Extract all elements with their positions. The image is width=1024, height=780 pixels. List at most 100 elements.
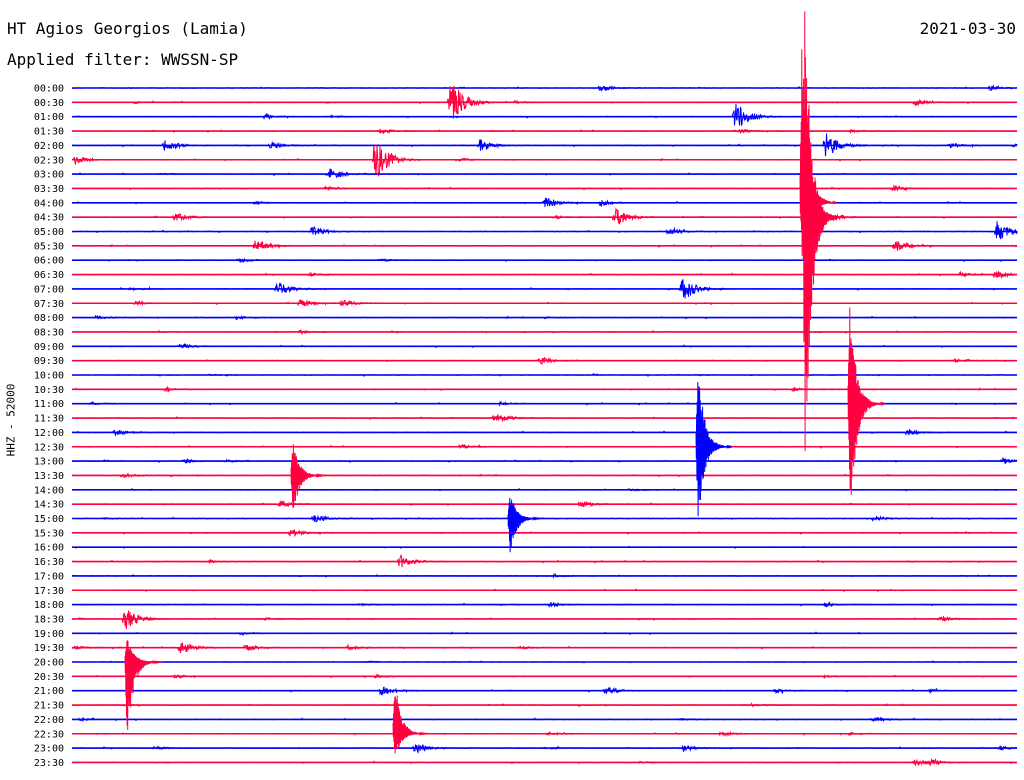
time-tick-label: 07:00 <box>34 284 64 295</box>
seismic-trace <box>71 133 1018 157</box>
large-event-core <box>291 465 307 485</box>
large-seismic-event <box>124 640 162 731</box>
seismic-trace <box>71 84 1018 92</box>
filter-label: Applied filter: WWSSN-SP <box>7 50 239 69</box>
time-tick-label: 06:00 <box>34 256 64 267</box>
time-tick-label: 00:00 <box>34 84 64 95</box>
time-tick-label: 02:00 <box>34 141 64 152</box>
seismic-trace <box>71 757 1018 767</box>
large-seismic-event <box>799 49 837 256</box>
time-tick-label: 21:30 <box>34 701 64 712</box>
large-seismic-event <box>802 11 840 452</box>
time-tick-label: 10:30 <box>34 385 64 396</box>
time-tick-label: 01:30 <box>34 127 64 138</box>
large-event-core <box>696 437 712 457</box>
time-tick-label: 08:30 <box>34 327 64 338</box>
large-seismic-event <box>507 497 544 553</box>
seismic-trace <box>71 472 1018 479</box>
time-tick-label: 05:00 <box>34 227 64 238</box>
time-tick-label: 16:00 <box>34 543 64 554</box>
seismic-trace <box>71 207 1018 225</box>
seismic-trace <box>71 184 1018 192</box>
seismic-trace <box>71 731 1018 737</box>
time-tick-label: 17:30 <box>34 586 64 597</box>
time-tick-label: 18:00 <box>34 600 64 611</box>
seismic-trace <box>71 356 1018 366</box>
seismic-trace <box>71 279 1018 299</box>
seismic-trace <box>71 572 1018 579</box>
seismic-trace <box>71 744 1018 754</box>
trace-baselines <box>72 87 1017 764</box>
seismic-trace <box>71 342 1018 349</box>
seismic-trace <box>71 601 1018 608</box>
time-tick-label: 11:30 <box>34 414 64 425</box>
time-tick-label: 12:00 <box>34 428 64 439</box>
time-tick-label: 07:30 <box>34 299 64 310</box>
time-tick-label: 02:30 <box>34 155 64 166</box>
seismic-trace <box>71 168 1018 179</box>
time-tick-label: 18:30 <box>34 614 64 625</box>
time-tick-label: 22:30 <box>34 729 64 740</box>
seismic-trace <box>71 514 1018 523</box>
seismic-trace <box>71 631 1018 636</box>
seismic-trace <box>71 414 1018 423</box>
large-event-core <box>848 394 864 414</box>
large-seismic-event <box>290 444 328 509</box>
time-tick-label: 00:30 <box>34 98 64 109</box>
time-tick-label: 17:00 <box>34 571 64 582</box>
seismic-trace <box>71 314 1018 321</box>
time-tick-label: 09:00 <box>34 342 64 353</box>
time-tick-label: 06:30 <box>34 270 64 281</box>
time-tick-label: 01:00 <box>34 112 64 123</box>
time-tick-label: 03:30 <box>34 184 64 195</box>
time-tick-label: 15:00 <box>34 514 64 525</box>
time-tick-label: 23:30 <box>34 758 64 769</box>
large-event-core <box>508 510 524 528</box>
time-tick-label: 12:30 <box>34 442 64 453</box>
seismic-trace <box>71 443 1018 449</box>
seismic-trace <box>71 702 1018 708</box>
seismic-trace <box>71 85 1018 119</box>
time-tick-label: 09:30 <box>34 356 64 367</box>
seismic-trace <box>71 429 1018 437</box>
time-tick-label: 14:30 <box>34 500 64 511</box>
time-tick-label: 04:00 <box>34 198 64 209</box>
time-tick-label: 16:30 <box>34 557 64 568</box>
time-tick-label: 19:30 <box>34 643 64 654</box>
seismic-trace <box>71 528 1018 538</box>
time-tick-label: 20:30 <box>34 672 64 683</box>
time-tick-label: 21:00 <box>34 686 64 697</box>
seismic-trace <box>71 328 1018 335</box>
time-tick-label: 04:30 <box>34 213 64 224</box>
seismic-trace <box>71 257 1018 264</box>
seismic-trace <box>71 128 1018 135</box>
time-tick-labels: 00:00 00:30 01:00 01:30 02:00 02:30 03:00 03:30… <box>34 84 64 769</box>
time-tick-label: 05:30 <box>34 241 64 252</box>
seismic-trace <box>71 588 1018 593</box>
station-title: HT Agios Georgios (Lamia) <box>7 19 248 38</box>
seismic-trace <box>71 545 1018 550</box>
seismic-trace <box>71 456 1018 464</box>
time-tick-label: 10:00 <box>34 371 64 382</box>
seismic-trace <box>71 270 1018 279</box>
seismic-trace <box>71 686 1018 696</box>
time-tick-label: 13:30 <box>34 471 64 482</box>
seismic-trace <box>71 487 1018 492</box>
time-tick-label: 22:00 <box>34 715 64 726</box>
time-tick-label: 13:00 <box>34 457 64 468</box>
large-event-core <box>800 193 816 213</box>
large-events <box>124 11 885 754</box>
seismic-trace <box>71 385 1018 393</box>
seismic-trace <box>71 610 1018 629</box>
time-tick-label: 11:00 <box>34 399 64 410</box>
large-seismic-event <box>392 695 429 754</box>
time-tick-label: 23:00 <box>34 744 64 755</box>
seismic-trace <box>71 716 1018 723</box>
time-tick-label: 19:00 <box>34 629 64 640</box>
seismic-trace <box>71 660 1018 664</box>
seismic-trace <box>71 144 1018 177</box>
seismic-trace <box>71 672 1018 679</box>
time-tick-label: 03:00 <box>34 170 64 181</box>
date-label: 2021-03-30 <box>919 19 1016 38</box>
